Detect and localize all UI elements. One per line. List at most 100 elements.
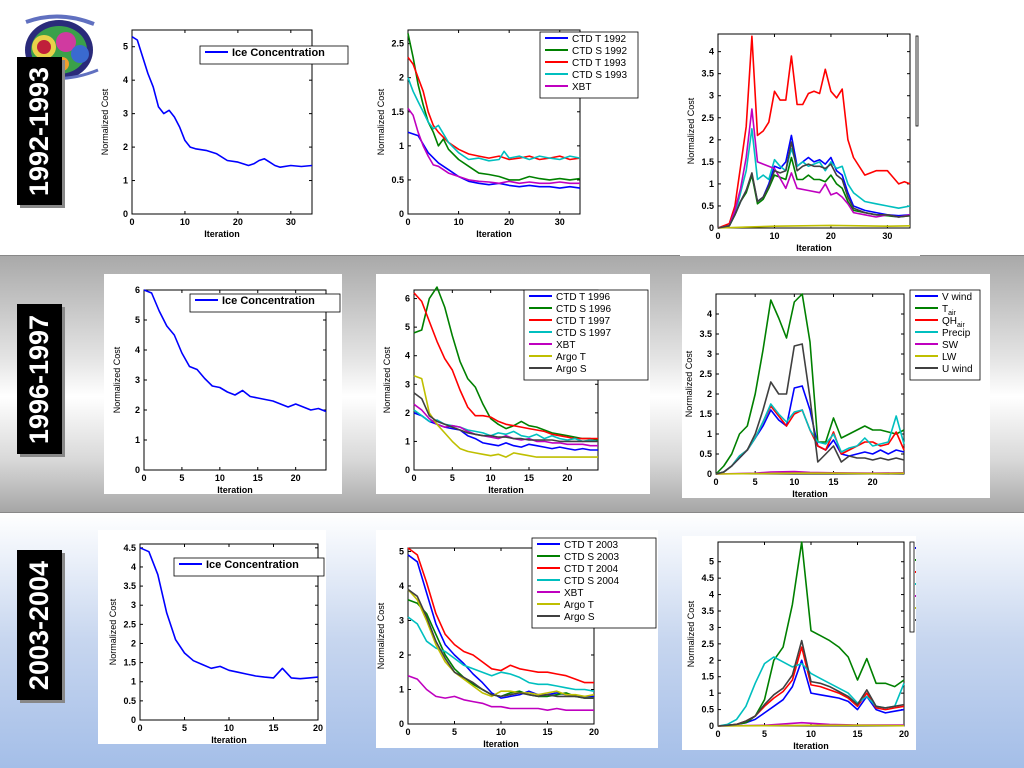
series-line-ctd-t-1992 [407, 131, 581, 189]
legend-label-ice-concentration: Ice Concentration [222, 295, 315, 307]
legend-label-lw: LW [942, 352, 957, 363]
x-axis-label: Iteration [796, 243, 832, 253]
y-tick-label: 0.5 [701, 705, 714, 715]
y-tick-label: 4 [123, 75, 128, 85]
plot-area [717, 541, 905, 727]
y-tick-label: 4.5 [123, 543, 136, 553]
legend-label-ctd-s-2003: CTD S 2003 [564, 552, 619, 563]
x-tick-label: 10 [215, 473, 225, 483]
legend-label-ctd-s-1997: CTD S 1997 [556, 328, 611, 339]
y-tick-label: 1 [709, 179, 714, 189]
x-tick-label: 20 [562, 473, 572, 483]
y-tick-label: 2 [135, 405, 140, 415]
legend-box [523, 289, 649, 381]
series-line-ice-concentration [143, 289, 327, 413]
y-tick-label: 0.5 [123, 696, 136, 706]
legend-label-sw: SW [942, 340, 959, 351]
y-tick-label: 1.5 [701, 672, 714, 682]
y-tick-label: 4 [709, 47, 714, 57]
x-tick-label: 15 [852, 729, 862, 739]
series-line-xbt [407, 674, 594, 711]
series-line-qh-air [717, 128, 911, 229]
y-tick-label: 4 [405, 351, 410, 361]
x-axis-label: Iteration [217, 485, 253, 494]
y-tick-label: 1.5 [123, 658, 136, 668]
legend-label-u-wind: U wind [942, 364, 973, 375]
y-tick-label: 4 [399, 581, 404, 591]
y-axis-label: Normalized Cost [376, 88, 386, 155]
x-tick-label: 15 [524, 473, 534, 483]
y-tick-label: 2 [399, 650, 404, 660]
x-tick-label: 15 [542, 727, 552, 737]
legend-label-ctd-t-2003: CTD T 2003 [564, 540, 619, 551]
row-label-1996-1997: 1996-1997 [17, 304, 62, 454]
legend-box [909, 289, 981, 381]
y-tick-label: 0 [399, 719, 404, 729]
y-tick-label: 2.5 [391, 39, 404, 49]
x-tick-label: 10 [180, 217, 190, 227]
legend-label-argo-s: Argo S [556, 364, 587, 375]
legend-label-xbt: XBT [556, 340, 575, 351]
chart-1992-ocean: 0 10 20 30 0 0.5 1 1.5 2 2.5 Iteration Normalized C… [368, 22, 640, 246]
x-tick-label: 10 [496, 727, 506, 737]
row-label-1992-1993: 1992-1993 [17, 57, 62, 205]
y-tick-label: 1.5 [699, 409, 712, 419]
y-tick-label: 3.5 [701, 606, 714, 616]
y-axis-label: Normalized Cost [112, 346, 122, 413]
row-label-2003-2004: 2003-2004 [17, 550, 62, 700]
y-tick-label: 2 [709, 655, 714, 665]
y-tick-label: 2 [405, 408, 410, 418]
chart-1996-atmos: 0 5 10 15 20 0 0.5 1 1.5 2 2.5 3 3.5 4 Iteration Normal… [682, 274, 990, 499]
x-tick-label: 0 [405, 727, 410, 737]
plot-area [143, 289, 327, 471]
y-tick-label: 0.5 [699, 449, 712, 459]
x-tick-label: 0 [715, 231, 720, 241]
chart-svg: 0 5 10 15 20 0 1 2 3 4 5 6 Iteration Normalized Cost I… [112, 285, 341, 495]
y-tick-label: 5 [405, 322, 410, 332]
y-tick-label: 0 [709, 223, 714, 233]
x-tick-label: 15 [828, 477, 838, 487]
y-tick-label: 0 [405, 465, 410, 475]
x-tick-label: 10 [454, 217, 464, 227]
series-line-argo-s [413, 392, 598, 443]
x-axis-label: Iteration [483, 739, 519, 748]
y-tick-label: 0 [123, 209, 128, 219]
y-tick-label: 2.5 [701, 639, 714, 649]
legend-label-ctd-s-1992: CTD S 1992 [572, 46, 627, 57]
legend-label-ctd-s-1996: CTD S 1996 [556, 304, 611, 315]
x-tick-label: 15 [268, 723, 278, 733]
x-axis-label: Iteration [211, 735, 247, 744]
y-tick-label: 2.5 [699, 369, 712, 379]
series-line-xbt [407, 107, 580, 185]
y-axis-label: Normalized Cost [108, 598, 118, 665]
x-tick-label: 0 [411, 473, 416, 483]
y-tick-label: 2 [707, 389, 712, 399]
x-tick-label: 0 [715, 729, 720, 739]
y-tick-label: 3 [709, 622, 714, 632]
y-tick-label: 1 [405, 436, 410, 446]
x-tick-label: 20 [313, 723, 323, 733]
y-tick-label: 3.5 [123, 581, 136, 591]
x-axis-label: Iteration [488, 485, 524, 494]
y-tick-label: 0 [131, 715, 136, 725]
series-line-ctd-s-1996 [413, 286, 599, 441]
y-tick-label: 6 [405, 294, 410, 304]
series-line-t-air [715, 293, 905, 475]
plot-area [717, 33, 911, 229]
x-tick-label: 10 [769, 231, 779, 241]
series-line-xbt [413, 403, 598, 447]
y-tick-label: 2.5 [701, 113, 714, 123]
y-tick-label: 0 [135, 465, 140, 475]
y-tick-label: 3 [123, 109, 128, 119]
legend-label-argo-t: Argo T [556, 352, 586, 363]
legend-label-ctd-t-1997: CTD T 1997 [556, 316, 611, 327]
x-tick-label: 5 [179, 473, 184, 483]
chart-svg: 0 5 10 15 20 0 0.5 1 1.5 2 2.5 3 3.5 4 4.5 Iteration Nor… [108, 543, 325, 745]
chart-svg: 0 5 10 15 20 0 0.5 1 1.5 2 2.5 3 3.5 4 4.5 5 Iteration No… [686, 541, 973, 751]
series-line-t-air [717, 35, 911, 229]
series-line-ice-concentration [131, 36, 313, 168]
chart-1992-ice: 0 10 20 30 0 1 2 3 4 5 Iteration Normalized Cost Ice… [100, 22, 350, 246]
y-tick-label: 5 [399, 546, 404, 556]
series-line-ctd-s-1993 [407, 77, 581, 162]
series-line-lw [717, 724, 905, 727]
